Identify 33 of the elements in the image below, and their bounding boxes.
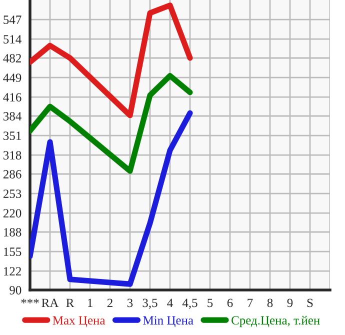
x-tick-label: R: [66, 298, 74, 308]
y-tick-label: 220: [3, 209, 22, 218]
x-tick-label: 3,5: [142, 298, 158, 309]
x-tick-label: 2: [107, 298, 112, 308]
x-tick-label: 6: [227, 298, 233, 308]
y-tick-label: 514: [4, 35, 22, 44]
x-tick-label: ***: [21, 298, 39, 304]
y-tick-label: 90: [10, 286, 22, 294]
x-tick-label: 7: [248, 298, 253, 308]
y-tick-label: 351: [4, 132, 21, 140]
y-tick-label: 384: [4, 112, 22, 120]
x-tick-label: 5: [208, 298, 213, 308]
x-tick-label: 1: [88, 298, 92, 308]
y-tick-label: 253: [3, 190, 22, 198]
x-tick-label: 9: [287, 298, 293, 308]
x-tick-label: 8: [267, 298, 273, 308]
x-tick-label: S: [307, 298, 313, 308]
y-tick-label: 122: [4, 267, 21, 276]
y-tick-label: 449: [3, 74, 22, 82]
legend-label: Min Цена: [143, 316, 194, 328]
x-tick-label: 4: [167, 298, 173, 308]
y-tick-label: 547: [4, 16, 22, 24]
y-tick-label: 318: [4, 151, 22, 160]
x-tick-label: 4,5: [182, 298, 198, 309]
y-tick-label: 188: [4, 228, 22, 236]
x-tick-label: RA: [42, 298, 59, 308]
y-tick-label: 286: [3, 170, 22, 178]
legend-label: Max Цена: [52, 316, 106, 328]
x-tick-label: 3: [127, 298, 133, 308]
y-tick-label: 416: [3, 93, 22, 102]
y-tick-label: 482: [3, 54, 21, 62]
legend-label: Сред.Цена, т.йен: [232, 316, 320, 328]
y-tick-label: 155: [4, 248, 22, 256]
